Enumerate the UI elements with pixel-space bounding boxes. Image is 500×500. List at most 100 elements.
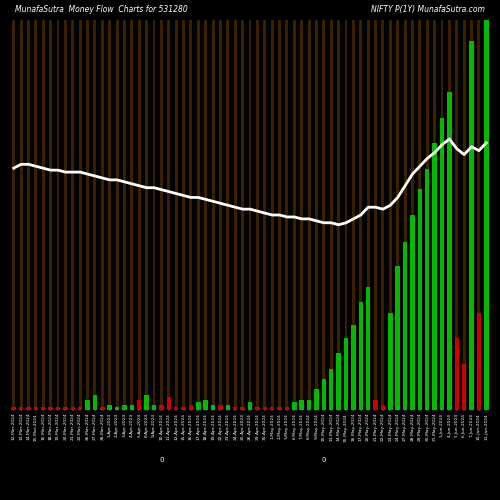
Bar [56,20,59,410]
Bar [152,405,156,410]
Bar [337,20,340,410]
Bar [182,408,186,410]
Bar [411,20,414,410]
Bar [86,400,90,410]
Bar [292,402,296,410]
Text: NIFTY P(1Y) MunafaSutra.com: NIFTY P(1Y) MunafaSutra.com [372,5,485,14]
Bar [440,118,444,410]
Bar [308,20,310,410]
Bar [410,215,414,410]
Bar [19,408,24,410]
Bar [396,20,399,410]
Bar [470,40,474,410]
Bar [56,408,60,410]
Bar [190,20,192,410]
Bar [360,20,362,410]
Bar [418,190,422,410]
Bar [188,405,193,410]
Bar [63,408,68,410]
Bar [159,405,164,410]
Bar [130,20,134,410]
Bar [300,400,304,410]
Bar [226,20,230,410]
Bar [219,20,222,410]
Bar [432,143,437,410]
Bar [234,20,236,410]
Bar [284,408,289,410]
Bar [49,20,52,410]
Bar [456,20,458,410]
Bar [256,20,259,410]
Bar [168,20,170,410]
Bar [94,20,96,410]
Bar [329,369,334,410]
Bar [182,20,185,410]
Bar [314,390,318,410]
Bar [380,405,385,410]
Bar [262,408,267,410]
Bar [108,405,112,410]
Bar [403,242,407,410]
Bar [374,400,378,410]
Bar [204,400,208,410]
Text: 0: 0 [159,457,164,463]
Bar [226,405,230,410]
Bar [130,405,134,410]
Bar [34,408,38,410]
Bar [145,20,148,410]
Bar [138,20,140,410]
Bar [233,408,237,410]
Bar [86,20,89,410]
Bar [72,20,74,410]
Bar [388,312,392,410]
Bar [248,402,252,410]
Bar [196,402,200,410]
Text: 0: 0 [322,457,326,463]
Bar [270,408,274,410]
Bar [41,408,46,410]
Bar [315,20,318,410]
Bar [144,395,149,410]
Bar [240,408,245,410]
Bar [64,20,67,410]
Bar [241,20,244,410]
Bar [448,20,451,410]
Bar [382,20,384,410]
Bar [174,20,178,410]
Bar [278,408,282,410]
Bar [389,20,392,410]
Bar [137,400,141,410]
Bar [12,20,15,410]
Bar [351,326,356,410]
Bar [255,408,260,410]
Bar [27,20,30,410]
Bar [454,338,459,410]
Bar [336,354,341,410]
Bar [425,169,430,410]
Bar [197,20,200,410]
Bar [152,20,156,410]
Bar [92,395,97,410]
Bar [20,20,22,410]
Bar [293,20,296,410]
Bar [116,20,118,410]
Bar [123,20,126,410]
Bar [478,20,480,410]
Bar [322,20,326,410]
Bar [26,408,30,410]
Bar [352,20,355,410]
Bar [212,20,214,410]
Bar [70,408,75,410]
Bar [122,405,126,410]
Bar [322,379,326,410]
Bar [160,20,163,410]
Bar [396,266,400,410]
Bar [307,400,312,410]
Bar [34,20,37,410]
Bar [204,20,207,410]
Bar [447,92,452,410]
Bar [108,20,111,410]
Bar [270,20,274,410]
Bar [12,408,16,410]
Bar [300,20,303,410]
